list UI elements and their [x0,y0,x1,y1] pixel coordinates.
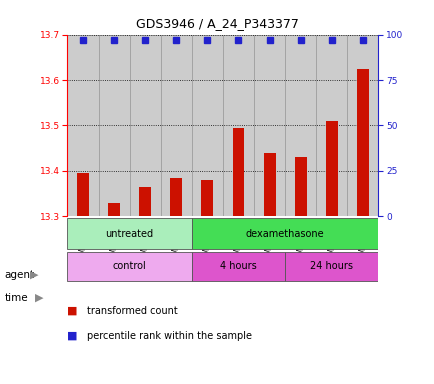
Text: percentile rank within the sample: percentile rank within the sample [87,331,251,341]
Text: dexamethasone: dexamethasone [245,228,324,238]
Bar [191,252,285,281]
Bar [263,153,275,216]
Bar [77,173,89,216]
Bar [253,35,285,216]
Text: untreated: untreated [105,228,153,238]
Text: GDS3946 / A_24_P343377: GDS3946 / A_24_P343377 [136,17,298,30]
Bar [316,35,347,216]
Bar [161,35,191,216]
Bar [129,35,161,216]
Text: ■: ■ [67,331,78,341]
Text: time: time [4,293,28,303]
Bar [285,35,316,216]
Bar [98,35,129,216]
Text: 4 hours: 4 hours [220,262,256,271]
Bar [67,218,191,249]
Text: control: control [112,262,146,271]
Bar [232,128,244,216]
Bar [191,218,378,249]
Bar [294,157,306,216]
Text: ■: ■ [67,306,78,316]
Bar [108,203,120,216]
Text: 24 hours: 24 hours [309,262,352,271]
Bar [67,35,98,216]
Bar [139,187,151,216]
Bar [285,252,378,281]
Bar [346,35,378,216]
Bar [325,121,337,216]
Text: transformed count: transformed count [87,306,178,316]
Bar [191,35,223,216]
Bar [356,69,368,216]
Bar [170,178,182,216]
Text: ▶: ▶ [30,270,39,280]
Bar [222,35,253,216]
Bar [67,252,191,281]
Bar [201,180,213,216]
Text: agent: agent [4,270,34,280]
Text: ▶: ▶ [35,293,43,303]
